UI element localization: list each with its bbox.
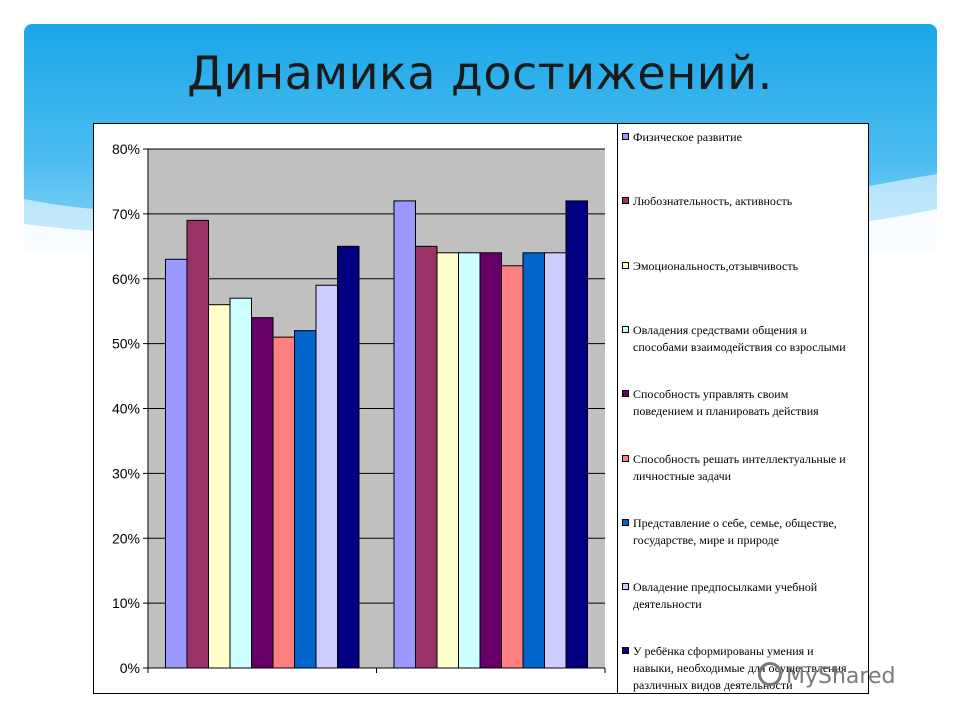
legend-item: Овладение предпосылками учебной деятельн…: [622, 579, 868, 613]
legend-label: Представление о себе, семье, обществе, г…: [633, 515, 837, 547]
bar: [436, 252, 459, 669]
legend-swatch: [622, 133, 629, 140]
watermark-text: MyShared: [786, 664, 896, 689]
bar: [294, 330, 317, 669]
chart-legend: Физическое развитие Любознательность, акт…: [617, 123, 869, 694]
legend-swatch: [622, 454, 629, 462]
y-tick-label: 40%: [112, 401, 140, 417]
legend-label: Способность управлять своим поведением и…: [633, 387, 819, 419]
y-tick-label: 70%: [112, 206, 140, 222]
legend-label: Овладение предпосылками учебной деятельн…: [633, 580, 818, 612]
bar: [565, 200, 588, 669]
y-tick-label: 60%: [112, 271, 140, 287]
bar: [251, 317, 274, 669]
bar: [415, 245, 438, 669]
bar: [315, 284, 338, 669]
bar: [186, 219, 209, 669]
legend-swatch: [622, 261, 629, 269]
y-tick-label: 10%: [112, 595, 140, 611]
legend-swatch: [622, 390, 629, 398]
legend-swatch: [622, 647, 629, 655]
legend-item: Овладения средствами общения и способами…: [622, 322, 868, 356]
bar: [208, 304, 231, 669]
y-tick-label: 30%: [112, 465, 140, 481]
watermark: MyShared: [758, 662, 895, 689]
slide-title: Динамика достижений.: [187, 46, 773, 100]
bar: [165, 258, 188, 669]
bar: [393, 200, 416, 669]
bar: [229, 297, 252, 669]
bar: [337, 245, 360, 669]
bar: [458, 252, 481, 669]
legend-item: Эмоциональность,отзывчивость: [622, 258, 868, 275]
legend-item: Физическое развитие: [622, 129, 868, 146]
y-tick-label: 20%: [112, 530, 140, 546]
bar: [544, 252, 567, 669]
bar-chart: 0% 10% 20% 30% 40% 50% 60% 70% 80%: [112, 141, 606, 676]
y-tick-label: 0%: [120, 660, 140, 676]
legend-swatch: [622, 325, 629, 333]
y-tick-label: 80%: [112, 141, 140, 157]
legend-swatch: [622, 197, 629, 205]
legend-label: Физическое развитие: [633, 130, 742, 144]
legend-item: Способность решать интеллектуальные и ли…: [622, 451, 868, 485]
watermark-logo-icon: [758, 662, 782, 686]
legend-swatch: [622, 583, 629, 591]
legend-label: Любознательность, активность: [633, 194, 793, 209]
bar: [522, 252, 545, 669]
legend-label: Эмоциональность,отзывчивость: [633, 258, 799, 273]
bar: [479, 252, 502, 669]
legend-item: Способность управлять своим поведением и…: [622, 386, 868, 420]
bar: [272, 336, 295, 669]
legend-swatch: [622, 518, 629, 526]
legend-label: Способность решать интеллектуальные и ли…: [633, 451, 846, 483]
y-tick-label: 50%: [112, 336, 140, 352]
legend-item: Представление о себе, семье, обществе, г…: [622, 515, 868, 549]
legend-item: Любознательность, активность: [622, 193, 868, 210]
legend-label: Овладения средствами общения и способами…: [633, 322, 846, 354]
bar: [501, 265, 524, 669]
